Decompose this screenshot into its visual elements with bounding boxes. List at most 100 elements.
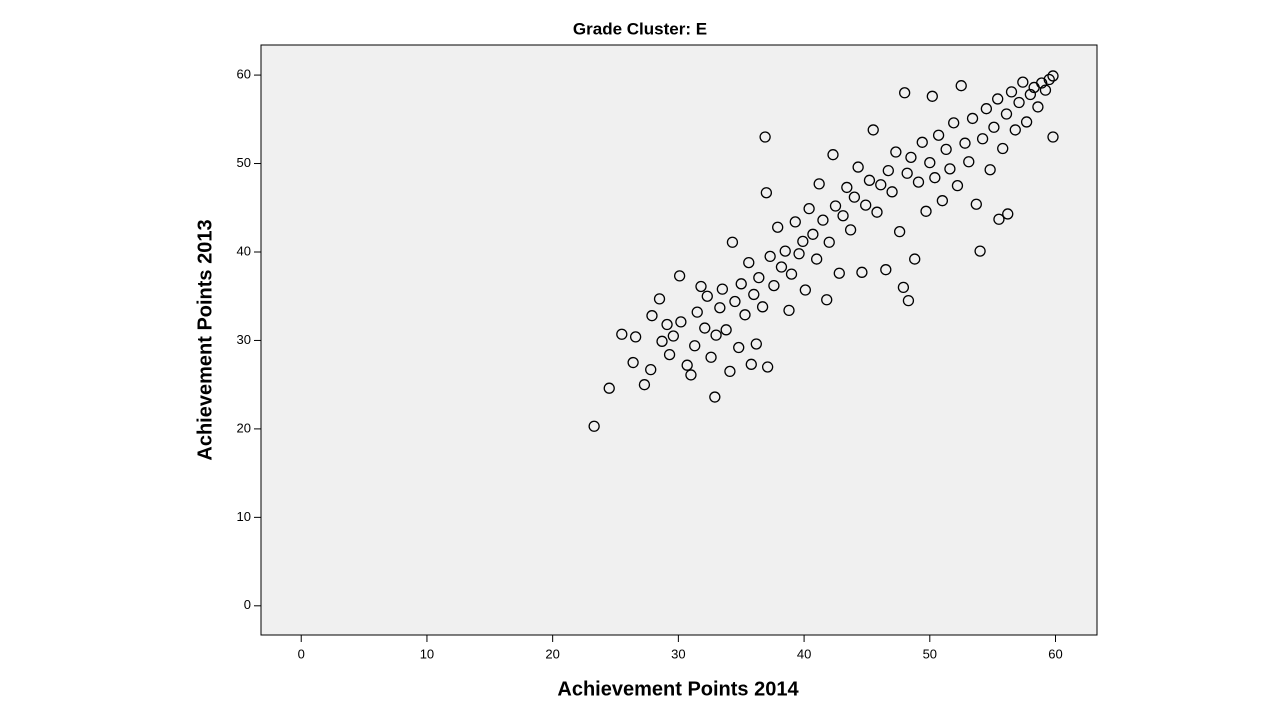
point xyxy=(739,309,751,321)
chart-title: Grade Cluster: E xyxy=(573,19,707,38)
y-tick-label: 50 xyxy=(237,155,251,170)
point xyxy=(1017,76,1029,88)
point xyxy=(772,221,784,233)
point xyxy=(775,261,788,273)
point xyxy=(807,228,819,240)
point xyxy=(761,361,774,373)
point xyxy=(673,270,686,282)
point xyxy=(1013,96,1025,109)
point xyxy=(745,358,757,370)
point xyxy=(1039,84,1052,96)
point xyxy=(695,280,707,293)
point xyxy=(699,322,711,334)
point xyxy=(926,90,938,102)
point xyxy=(667,330,679,342)
point xyxy=(710,329,722,341)
point xyxy=(841,181,853,194)
point xyxy=(811,253,823,265)
point xyxy=(789,216,801,228)
x-tick-label: 10 xyxy=(420,646,434,661)
point xyxy=(1009,124,1021,136)
point xyxy=(886,186,898,198)
point xyxy=(963,156,975,168)
point xyxy=(645,363,657,376)
point xyxy=(661,318,673,331)
point xyxy=(803,202,815,215)
point xyxy=(750,338,762,350)
point xyxy=(988,121,1000,133)
point xyxy=(993,213,1005,225)
point xyxy=(714,302,726,314)
point xyxy=(920,205,932,217)
point xyxy=(899,87,911,99)
point xyxy=(944,163,956,175)
point xyxy=(726,236,739,248)
point xyxy=(880,264,892,276)
point xyxy=(1047,131,1059,143)
point xyxy=(929,172,941,184)
point xyxy=(653,293,666,305)
point xyxy=(1024,88,1037,101)
point xyxy=(760,187,773,199)
point xyxy=(733,341,745,354)
point xyxy=(729,295,741,308)
point xyxy=(848,191,861,203)
point xyxy=(992,93,1004,105)
point xyxy=(691,306,703,318)
point xyxy=(976,133,989,145)
point xyxy=(716,283,729,295)
point xyxy=(984,164,996,176)
y-tick-label: 10 xyxy=(237,509,251,524)
x-tick-label: 40 xyxy=(797,646,811,661)
point xyxy=(709,391,721,403)
point xyxy=(932,129,945,141)
point xyxy=(799,284,811,296)
point xyxy=(1000,108,1013,120)
point xyxy=(936,195,949,207)
point xyxy=(1043,73,1055,86)
point xyxy=(748,288,760,301)
point xyxy=(817,214,829,226)
point xyxy=(882,164,894,177)
point xyxy=(753,271,765,284)
point xyxy=(1002,208,1014,220)
point xyxy=(813,178,825,190)
point xyxy=(909,253,921,265)
point xyxy=(948,117,960,129)
point xyxy=(724,365,736,378)
point xyxy=(844,224,857,236)
point xyxy=(951,179,964,192)
point xyxy=(829,200,842,212)
point xyxy=(997,142,1009,155)
point xyxy=(916,136,928,148)
point xyxy=(867,124,879,136)
point xyxy=(875,179,887,191)
point xyxy=(616,328,628,340)
point xyxy=(629,331,642,343)
point xyxy=(955,80,967,92)
point xyxy=(720,324,732,336)
point xyxy=(860,199,872,211)
point xyxy=(756,301,769,313)
y-tick-label: 30 xyxy=(237,332,251,347)
point xyxy=(912,176,925,188)
point xyxy=(783,304,795,317)
point xyxy=(901,167,913,179)
point xyxy=(823,236,835,248)
point xyxy=(588,420,600,432)
x-tick-label: 30 xyxy=(671,646,685,661)
x-axis-title: Achievement Points 2014 xyxy=(557,678,799,700)
x-tick-label: 60 xyxy=(1048,646,1062,661)
point xyxy=(852,161,864,173)
point xyxy=(980,103,993,115)
point xyxy=(793,248,805,260)
point xyxy=(689,340,701,352)
point xyxy=(681,359,693,371)
x-tick-label: 0 xyxy=(298,646,305,661)
x-tick-label: 20 xyxy=(545,646,559,661)
point xyxy=(970,198,982,210)
point xyxy=(959,137,971,149)
point xyxy=(675,316,687,328)
point xyxy=(663,348,676,361)
